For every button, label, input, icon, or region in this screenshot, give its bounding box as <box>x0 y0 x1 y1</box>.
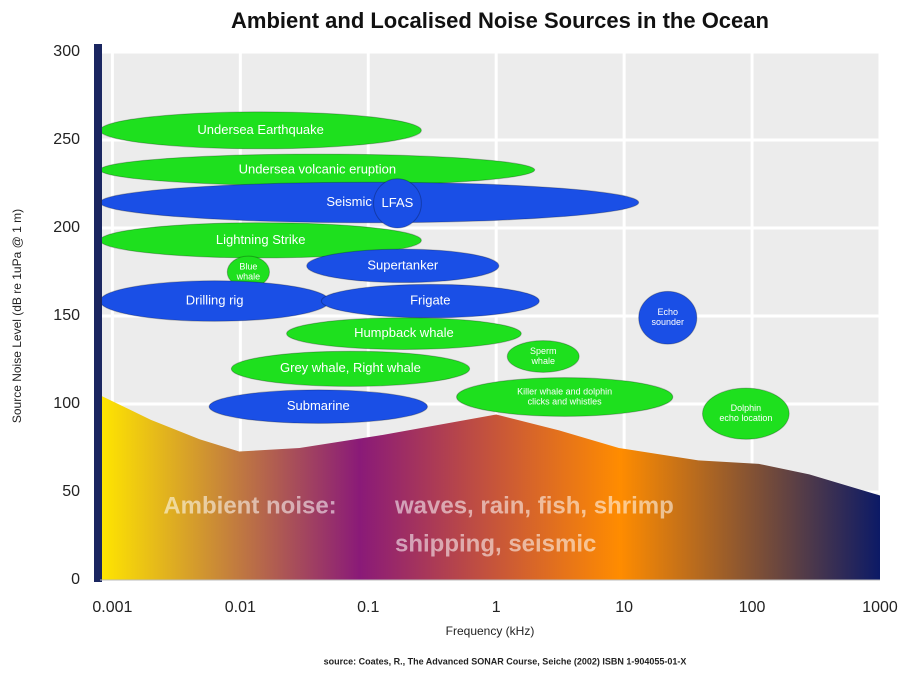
noise-source-label: Sperm <box>530 346 557 356</box>
y-axis-label: Source Noise Level (dB re 1uPa @ 1 m) <box>10 209 24 423</box>
noise-source-label: Lightning Strike <box>216 232 306 247</box>
x-tick-label: 100 <box>739 599 766 616</box>
x-tick-label: 1000 <box>862 599 898 616</box>
x-tick-label: 1 <box>492 599 501 616</box>
noise-source <box>306 248 500 284</box>
noise-source <box>208 389 428 424</box>
x-tick-label: 0.1 <box>357 599 379 616</box>
noise-source-label: Killer whale and dolphin <box>517 386 612 396</box>
noise-source-label: Humpback whale <box>354 325 454 340</box>
x-tick-label: 0.001 <box>92 599 132 616</box>
x-axis-label: Frequency (kHz) <box>446 624 535 638</box>
noise-source-label: Blue <box>239 261 257 271</box>
noise-source <box>638 290 698 345</box>
ambient-text: shipping, seismic <box>395 530 596 557</box>
chart-title: Ambient and Localised Noise Sources in t… <box>231 8 769 33</box>
noise-source-label: Submarine <box>287 398 350 413</box>
noise-source <box>286 317 522 350</box>
noise-source-label: Grey whale, Right whale <box>280 360 421 375</box>
noise-source <box>230 350 471 387</box>
noise-source-label: whale <box>530 356 555 366</box>
noise-source-label: Dolphin <box>731 403 762 413</box>
source-note: source: Coates, R., The Advanced SONAR C… <box>324 656 687 666</box>
noise-source-label: echo location <box>719 413 772 423</box>
y-tick-label: 300 <box>53 43 80 60</box>
y-axis-bar <box>94 44 102 582</box>
noise-source-label: sounder <box>652 317 685 327</box>
y-tick-label: 250 <box>53 131 80 148</box>
x-tick-label: 0.01 <box>225 599 256 616</box>
noise-source-label: Echo <box>658 307 679 317</box>
ambient-text: waves, rain, fish, shrimp <box>394 492 674 519</box>
ambient-noise-area <box>100 395 880 580</box>
noise-source-label: clicks and whistles <box>528 396 603 406</box>
y-tick-label: 100 <box>53 395 80 412</box>
y-tick-label: 0 <box>71 571 80 588</box>
noise-source <box>373 178 422 229</box>
noise-source <box>702 387 790 440</box>
y-tick-label: 150 <box>53 307 80 324</box>
y-tick-label: 200 <box>53 219 80 236</box>
noise-source <box>456 377 674 417</box>
x-tick-label: 10 <box>615 599 633 616</box>
ambient-text: Ambient noise: <box>163 492 336 519</box>
noise-source <box>320 283 540 319</box>
noise-source-label: LFAS <box>382 195 414 210</box>
noise-source-label: Drilling rig <box>186 292 244 307</box>
y-tick-label: 50 <box>62 483 80 500</box>
noise-source-label: Undersea volcanic eruption <box>239 161 397 176</box>
noise-source-label: whale <box>236 271 261 281</box>
noise-source-label: Supertanker <box>367 257 438 272</box>
noise-source-label: Frigate <box>410 292 450 307</box>
noise-source <box>506 340 580 373</box>
noise-source-label: Undersea Earthquake <box>197 122 323 137</box>
